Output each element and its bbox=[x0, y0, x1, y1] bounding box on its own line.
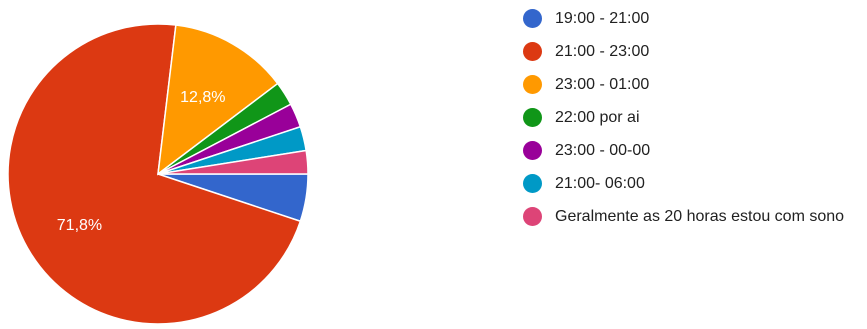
pie-slice-6 bbox=[157, 149, 309, 175]
legend-label: 19:00 - 21:00 bbox=[555, 10, 650, 27]
legend-item-3: 22:00 por ai bbox=[523, 107, 863, 128]
legend-swatch-icon bbox=[523, 141, 542, 160]
legend-item-1: 21:00 - 23:00 bbox=[523, 41, 863, 62]
pie-chart-svg: 71,8% 12,8% bbox=[7, 23, 309, 325]
legend-label: 21:00 - 23:00 bbox=[555, 43, 650, 60]
chart-legend: 19:00 - 21:00 21:00 - 23:00 23:00 - 01:00 2… bbox=[523, 8, 863, 227]
legend-label: 23:00 - 00-00 bbox=[555, 142, 651, 159]
legend-swatch-icon bbox=[523, 42, 542, 61]
legend-item-6: Geralmente as 20 horas estou com sono bbox=[523, 206, 863, 227]
legend-label: 22:00 por ai bbox=[555, 109, 640, 126]
legend-label: 23:00 - 01:00 bbox=[555, 76, 650, 93]
legend-label: Geralmente as 20 horas estou com sono bbox=[555, 208, 845, 225]
legend-label: 21:00- 06:00 bbox=[555, 175, 645, 192]
pie-slice-2 bbox=[157, 24, 279, 176]
pie-slice-1 bbox=[7, 23, 302, 325]
slice-label-2: 12,8% bbox=[180, 89, 225, 106]
legend-item-5: 21:00- 06:00 bbox=[523, 173, 863, 194]
legend-swatch-icon bbox=[523, 108, 542, 127]
pie-chart: 71,8% 12,8% bbox=[7, 23, 309, 325]
legend-swatch-icon bbox=[523, 174, 542, 193]
legend-swatch-icon bbox=[523, 9, 542, 28]
legend-swatch-icon bbox=[523, 207, 542, 226]
legend-swatch-icon bbox=[523, 75, 542, 94]
legend-item-2: 23:00 - 01:00 bbox=[523, 74, 863, 95]
legend-item-0: 19:00 - 21:00 bbox=[523, 8, 863, 29]
legend-item-4: 23:00 - 00-00 bbox=[523, 140, 863, 161]
slice-label-1: 71,8% bbox=[57, 217, 102, 234]
